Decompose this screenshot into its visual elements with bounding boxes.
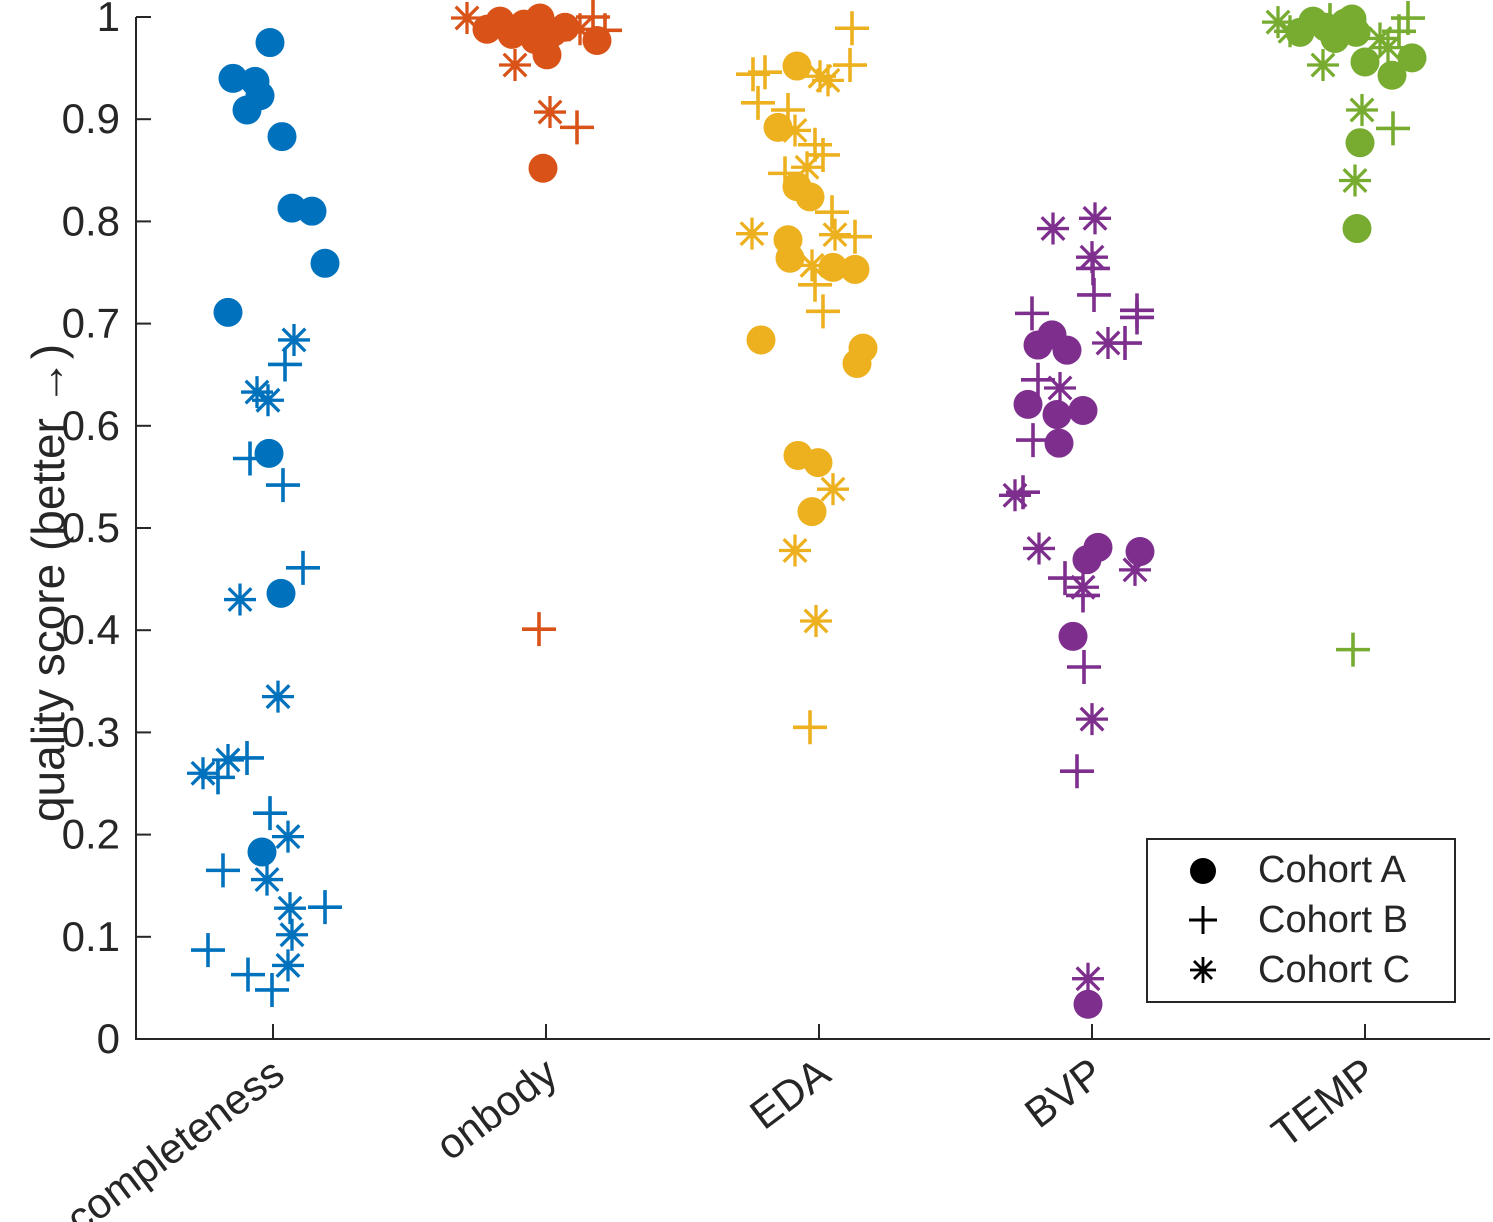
legend-item-cohort-a: Cohort A [1148,848,1454,894]
y-tick-label: 0.6 [62,402,120,449]
legend-label: Cohort C [1258,948,1411,991]
series-cohort-c [187,2,1404,995]
legend-label: Cohort B [1258,898,1408,941]
y-tick-label: 0.5 [62,504,120,551]
y-tick-label: 0.7 [62,300,120,347]
legend: Cohort A Cohort B Cohort C [1146,838,1456,1003]
y-tick-label: 0.3 [62,708,120,755]
y-tick-label: 0.8 [62,197,120,244]
x-tick-label: EDA [741,1049,838,1139]
circle-marker-icon [1148,851,1258,891]
legend-item-cohort-c: Cohort C [1148,947,1454,993]
legend-label: Cohort A [1258,849,1406,892]
x-tick-label: onbody [427,1049,565,1169]
y-axis-title: quality score (better →) [22,343,74,823]
legend-item-cohort-b: Cohort B [1148,897,1454,943]
y-tick-label: 0.4 [62,606,120,653]
y-tick-label: 0.2 [62,811,120,858]
series-cohort-a [213,3,1427,1019]
x-tick-label: BVP [1016,1049,1111,1137]
y-tick-label: 0.1 [62,913,120,960]
plus-marker-icon [1148,900,1258,940]
y-tick-label: 0 [97,1015,120,1062]
x-tick-label: TEMP [1263,1049,1384,1157]
asterisk-marker-icon [1148,950,1258,990]
y-tick-label: 1 [97,0,120,40]
y-tick-label: 0.9 [62,95,120,142]
x-tick-label: completeness [57,1049,292,1222]
axes: 0 0.1 0.2 0.3 0.4 0.5 0.6 0.7 0.8 0.9 1 completenes… [57,0,1490,1222]
